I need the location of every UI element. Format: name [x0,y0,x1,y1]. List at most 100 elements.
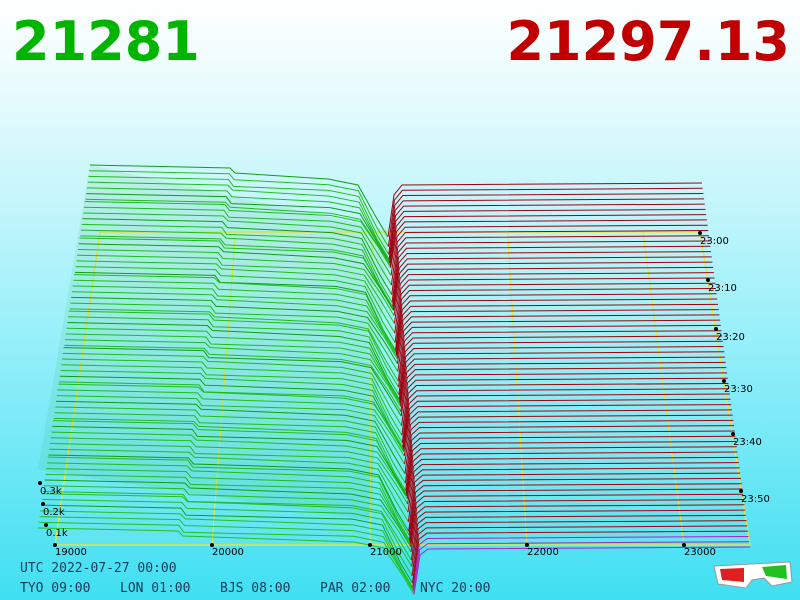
ask-depth-line [406,446,737,496]
price-label: 22000 [527,547,559,558]
ask-depth-line [403,404,732,451]
bid-depth-line [71,291,398,359]
bid-depth-line [82,218,393,295]
bid-depth-line [51,431,408,499]
ask-depth-line [410,499,744,547]
ask-depth-line [405,440,737,495]
depth-tick [41,502,45,506]
price-label: 19000 [55,547,87,558]
bid-depth-line [44,485,412,553]
ask-price: 21297.13 [506,10,790,73]
bid-depth-line [37,527,415,595]
ask-depth-line [394,282,716,343]
time-tick [698,231,702,235]
bid-depth-line [89,164,389,238]
bid-depth-line [73,279,397,355]
bid-depth-line [58,383,405,451]
bid-depth-line [47,456,410,536]
bid-depth-line [57,389,405,457]
timezone-clock: PAR 02:00 [320,581,390,596]
bid-depth-line [65,339,401,407]
bid-depth-line [52,425,408,497]
time-label: 23:50 [741,494,770,505]
ask-depth-line [402,388,730,448]
ask-depth-line [398,340,723,400]
ask-depth-line [387,187,703,247]
bid-depth-line [83,212,392,286]
bid-depth-line [59,381,404,452]
ask-depth-line [407,462,739,513]
ask-depth-line [404,419,734,474]
ask-depth-line [388,198,705,260]
bid-depth-line [88,175,390,255]
ask-depth-line [399,346,724,403]
time-label: 23:20 [716,332,745,343]
time-label: 23:30 [724,384,753,395]
axis-labels: 19000 20000 21000 22000 23000 23:00 23:10 23:20… [38,231,770,558]
bid-depth-line [61,364,403,443]
bid-depth-line [67,322,400,400]
glasses-green-lens[interactable] [762,565,787,579]
time-label: 23:10 [708,283,737,294]
bid-depth-line [41,498,413,577]
bid-depth-line [55,406,406,484]
bid-depth-line [84,201,392,268]
bid-depth-line [44,479,412,547]
bid-depth-line [38,521,415,592]
depth-label: 0.3k [40,486,62,497]
ask-depth-line [393,261,713,311]
timezone-clock: TYO 09:00 [20,581,90,596]
time-tick [731,432,735,436]
ask-depth-line [396,309,719,359]
ask-depth-line [396,303,719,356]
bid-depth-line [49,448,409,523]
time-tick [714,327,718,331]
bid-depth-line [65,333,401,404]
glasses-red-lens[interactable] [720,568,744,582]
depth-tick [38,481,42,485]
ask-depth-line [395,288,716,351]
bid-depth-line [76,260,396,334]
ask-depth-line [391,235,709,295]
ask-depth-line [408,477,741,536]
ask-depth-line [397,319,721,372]
bid-depth-line [66,327,401,403]
bid-depth-line [50,437,409,505]
bid-depth-line [64,344,402,412]
ask-depth-line [408,472,741,532]
bid-depth-line [68,316,400,396]
ask-depth-line [407,456,739,505]
ask-depth-line [398,335,723,395]
timezone-clock: NYC 20:00 [420,581,490,596]
depth-tick [44,523,48,527]
ask-depth-line [400,361,726,412]
price-label: 21000 [370,547,402,558]
bid-depth-line [83,206,392,276]
bid-depth-line [86,193,391,264]
ask-depth-line [401,382,729,443]
bid-depth-line [81,223,393,303]
bid-depth-line [56,395,406,465]
bid-depth-line [63,347,402,417]
price-tick [368,543,372,547]
price-label: 20000 [212,547,244,558]
ask-depth-line [392,245,711,308]
ask-depth-line [402,398,731,452]
price-grid-line [211,231,237,546]
price-tick [53,543,57,547]
bid-depth-line [71,296,398,364]
bid-depth-line [42,493,413,567]
ask-depth-line [409,493,744,544]
ask-depth-line [410,504,745,553]
ask-depth-line [411,525,748,584]
bid-depth-line [77,248,395,316]
time-label: 23:40 [733,437,762,448]
bid-depth-line [54,412,407,491]
bid-depth-line [41,504,413,584]
price-grid-line [54,231,101,546]
bid-depth-line [72,285,398,356]
price-label: 23000 [684,547,716,558]
ask-depth-line [398,330,722,388]
bid-depth-line [86,187,390,263]
glasses-3d-toggle[interactable] [713,561,793,589]
